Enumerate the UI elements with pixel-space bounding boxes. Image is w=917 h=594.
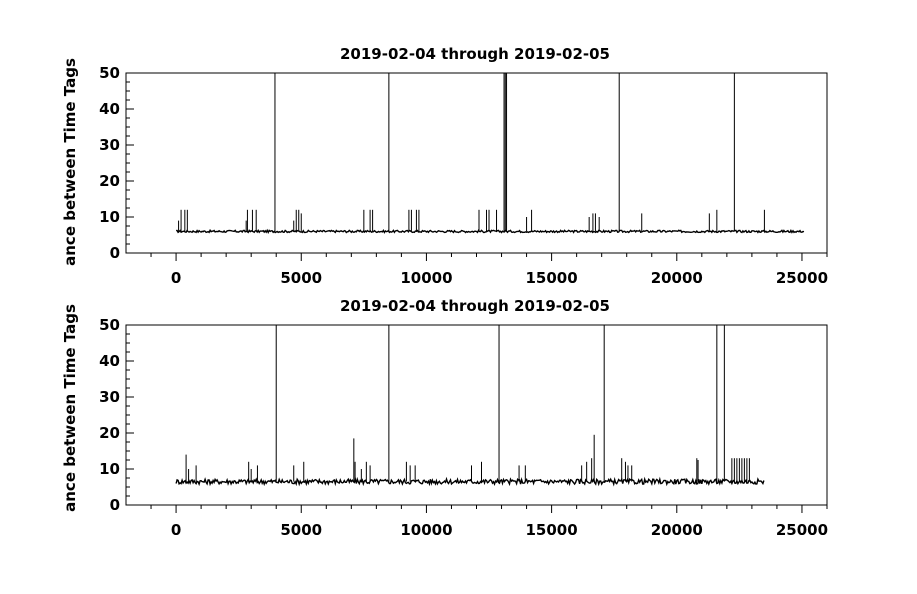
x-tick-label: 10000 <box>400 269 452 287</box>
y-tick-label: 50 <box>99 64 120 82</box>
x-tick-label: 15000 <box>526 269 578 287</box>
plot-area <box>125 72 828 254</box>
panel-top: 2019-02-04 through 2019-02-05 ance betwe… <box>61 45 828 287</box>
x-tick-label: 10000 <box>400 521 452 539</box>
y-tick-label: 40 <box>99 100 120 118</box>
plot-content: 0 10 20 30 40 50 0 5000 10000 15000 20000 25000 <box>99 316 828 539</box>
series-line <box>176 228 805 234</box>
x-tick-label: 20000 <box>651 269 703 287</box>
x-tick-label: 5000 <box>280 269 322 287</box>
y-axis-label: ance between Time Tags <box>61 58 79 266</box>
y-tick-label: 0 <box>110 496 120 514</box>
y-tick-label: 50 <box>99 316 120 334</box>
chart-title: 2019-02-04 through 2019-02-05 <box>340 297 610 315</box>
y-tick-label: 30 <box>99 136 120 154</box>
y-tick-label: 20 <box>99 424 120 442</box>
y-tick-label: 20 <box>99 172 120 190</box>
plot-content: 0 10 20 30 40 50 0 5000 10000 15000 20000 25000 <box>99 64 828 287</box>
y-tick-label: 10 <box>99 460 120 478</box>
series-line <box>175 476 765 487</box>
y-tick-label: 0 <box>110 244 120 262</box>
x-tick-label: 20000 <box>651 521 703 539</box>
chart-title: 2019-02-04 through 2019-02-05 <box>340 45 610 63</box>
x-tick-label: 15000 <box>526 521 578 539</box>
x-tick-label: 5000 <box>280 521 322 539</box>
y-tick-label: 40 <box>99 352 120 370</box>
y-tick-label: 30 <box>99 388 120 406</box>
x-tick-label: 0 <box>171 521 181 539</box>
y-tick-label: 10 <box>99 208 120 226</box>
y-axis-label: ance between Time Tags <box>61 304 79 512</box>
x-tick-label: 25000 <box>776 269 828 287</box>
x-tick-label: 25000 <box>776 521 828 539</box>
panel-bottom: 2019-02-04 through 2019-02-05 ance betwe… <box>61 297 828 539</box>
plot-area <box>125 324 828 506</box>
x-tick-label: 0 <box>171 269 181 287</box>
